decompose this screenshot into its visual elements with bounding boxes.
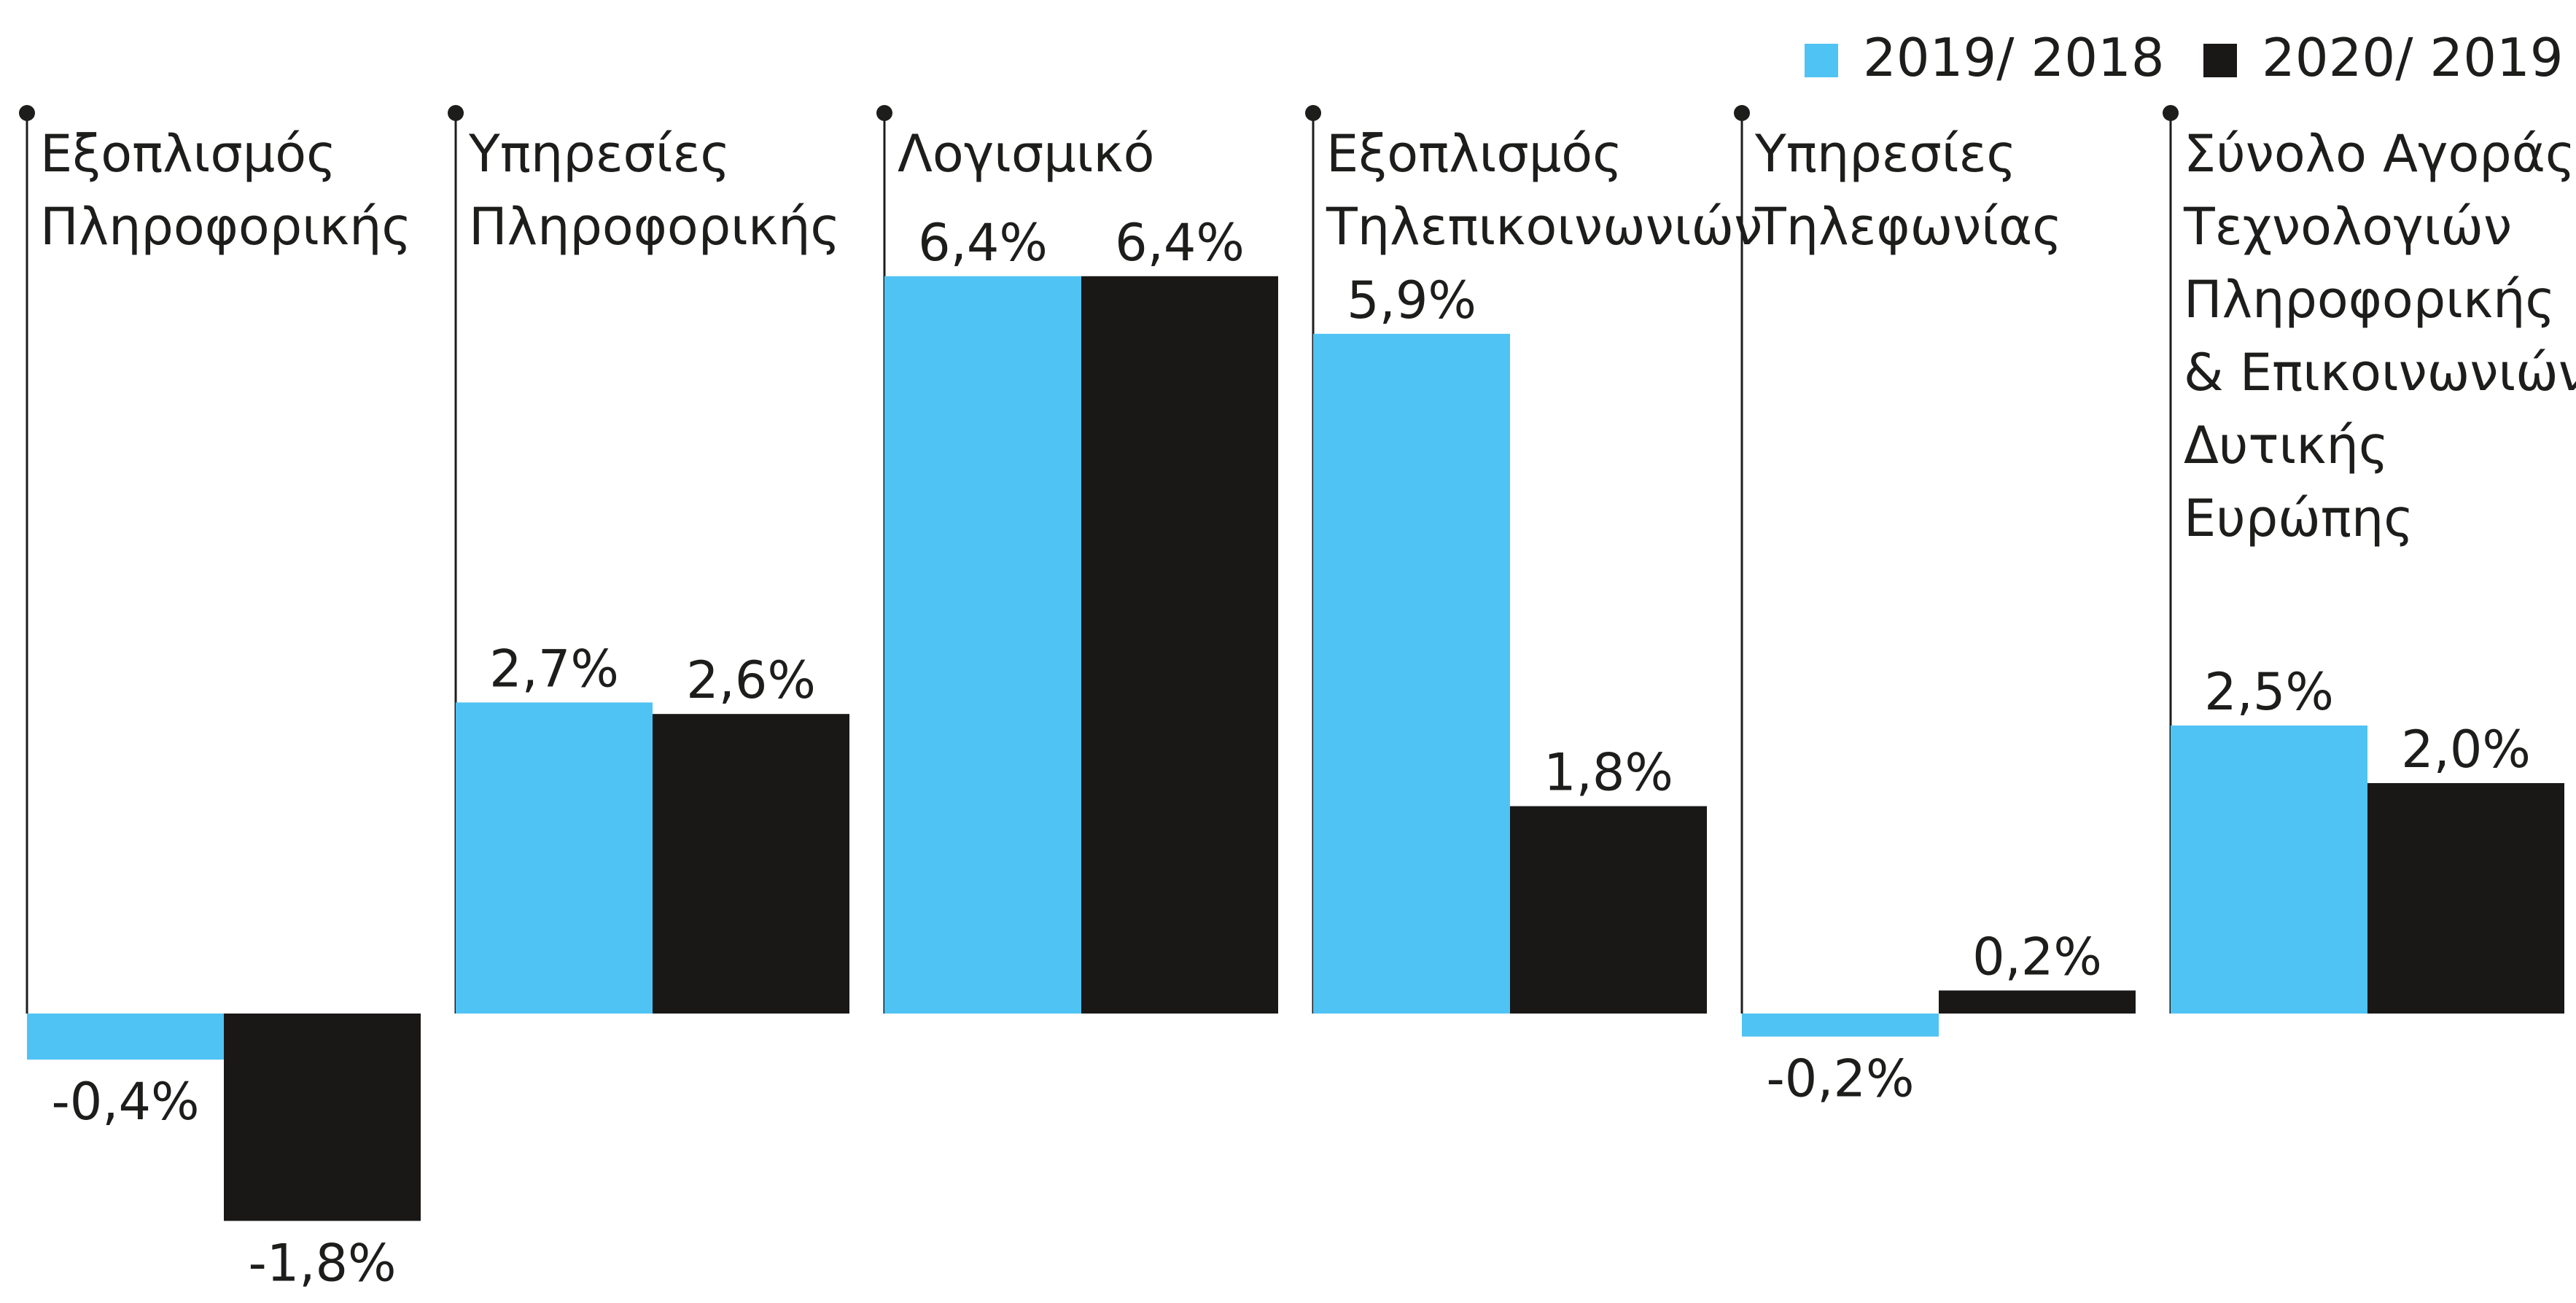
category-separator-dot (448, 105, 464, 121)
category-label: Υπηρεσίες Τηλεφωνίας (1754, 124, 2062, 257)
category-separator-dot (876, 105, 892, 121)
bar (884, 276, 1081, 1014)
category-label: Λογισμικό (898, 124, 1155, 184)
data-label: 2,7% (489, 639, 619, 699)
legend-swatch (2203, 44, 2237, 77)
data-label: -0,2% (1766, 1049, 1914, 1109)
category-label: Εξοπλισμός Τηλεπικοινωνιών (1326, 124, 1762, 257)
data-label: 6,4% (1115, 213, 1245, 273)
legend-label: 2020/ 2019 (2262, 27, 2564, 88)
category-separator-dot (19, 105, 35, 121)
data-labels: -0,4% -1,8% 2,7% 2,6% 6,4% 6,4% 5,9% 1,8% -0,2% 0… (51, 213, 2530, 1294)
legend: 2019/ 2018 2020/ 2019 (1805, 27, 2564, 88)
data-label: -1,8% (248, 1233, 396, 1293)
bar (27, 1014, 224, 1060)
data-label: 2,5% (2204, 662, 2334, 722)
bar (1742, 1014, 1939, 1037)
bar (456, 702, 653, 1014)
bar (224, 1014, 421, 1221)
data-label: 2,0% (2401, 720, 2531, 779)
bar (1081, 276, 1278, 1014)
bar (1510, 806, 1707, 1014)
bar (2171, 726, 2367, 1014)
category-label: Υπηρεσίες Πληροφορικής (468, 124, 841, 257)
bars (27, 276, 2564, 1221)
data-label: 6,4% (918, 213, 1048, 273)
data-label: 1,8% (1544, 743, 1673, 803)
data-label: 0,2% (1972, 927, 2102, 987)
category-labels: Εξοπλισμός Πληροφορικής Υπηρεσίες Πληροφορι… (40, 124, 2576, 548)
legend-swatch (1805, 44, 1838, 77)
legend-label: 2019/ 2018 (1863, 27, 2165, 88)
data-label: 2,6% (686, 650, 816, 710)
data-label: -0,4% (51, 1072, 199, 1132)
data-label: 5,9% (1347, 271, 1476, 330)
bar (653, 714, 849, 1014)
bar (2367, 783, 2564, 1014)
category-label: Εξοπλισμός Πληροφορικής (40, 124, 412, 257)
bar (1313, 333, 1510, 1014)
category-separator-dot (1734, 105, 1750, 121)
category-separator-dot (2163, 105, 2179, 121)
category-label: Σύνολο Αγοράς Τεχνολογιών Πληροφορικής & Επ… (2183, 124, 2576, 548)
bar (1939, 990, 2136, 1014)
category-separator-dot (1305, 105, 1321, 121)
